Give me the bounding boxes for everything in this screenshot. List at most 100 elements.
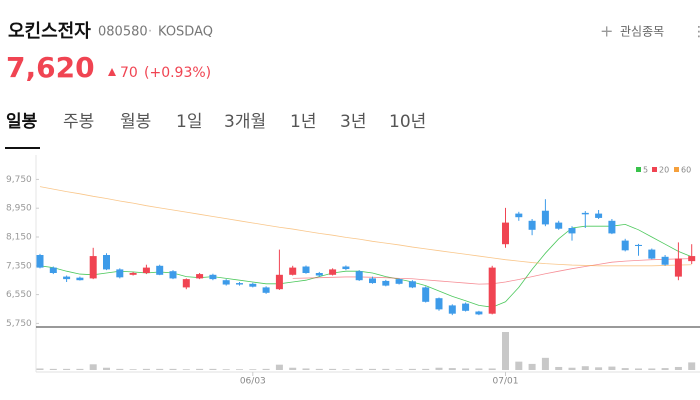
candle-body [209,274,217,280]
volume-bar [541,357,549,370]
volume-bar [369,368,376,370]
candle-body [182,279,190,288]
candle-body [315,273,323,276]
candle-body [89,256,97,279]
volume-bar [236,369,243,370]
volume-bar [156,368,164,370]
volume-bar [515,361,523,370]
volume-bar [249,369,257,370]
tab[interactable]: 주봉 [63,112,94,132]
candle-body [435,298,443,310]
chart: 5,750 6,550 7,350 8,150 8,950 9,750 06/03 07/01… [6,155,700,387]
candle-body [475,311,483,315]
legend-label: 60 [681,166,691,175]
candle-body [595,213,603,218]
volume-bar [222,369,230,370]
volume-bar [502,332,509,370]
candle-body [169,271,177,279]
candle-body [129,273,137,275]
x-tick-label: 07/01 [493,377,519,387]
volume-bar [488,368,496,370]
price: 7,620 [6,51,95,84]
candle-body [142,267,150,273]
tab[interactable]: 3개월 [224,112,266,132]
candle-body [462,303,470,311]
volume-bar [422,368,430,370]
tab[interactable]: 1년 [290,112,316,132]
volume-bar [63,368,71,370]
legend-label: 5 [643,166,648,175]
tab[interactable]: 일봉 [6,112,38,132]
candle-body [635,244,642,246]
y-tick-label: 6,550 [6,290,32,300]
y-tick-label: 5,750 [6,319,32,329]
volume-bar [342,369,350,370]
more-icon[interactable]: ⋮ [692,24,700,40]
candle-body [674,258,682,277]
candle-body [289,267,297,275]
volume-bar [89,364,97,370]
y-tick-label: 7,350 [6,261,32,271]
tab[interactable]: 1일 [176,112,202,132]
watch-button[interactable]: 관심종목 [620,25,664,39]
candle-body [541,210,549,225]
volume-bar [462,368,470,370]
change-pct: (+0.93%) [144,65,211,81]
candle-body [63,276,71,280]
volume-bar [621,368,629,370]
volume-bar [129,369,137,370]
candle-body [568,228,576,234]
candle-body [249,283,257,287]
candle-body [688,256,696,262]
y-tick-label: 8,950 [6,204,32,214]
tab[interactable]: 10년 [389,112,426,132]
candle-body [103,255,110,270]
candle-body [49,267,57,273]
ma-line [39,186,692,267]
candle-body [355,271,363,281]
candle-body [329,269,337,275]
add-icon[interactable]: + [600,22,613,41]
volume-bar [635,368,642,370]
volume-bar [581,366,589,370]
candle-body [236,283,243,285]
volume-bar [302,368,310,370]
legend-swatch [636,167,641,172]
candle-body [116,269,124,278]
volume-bar [608,366,616,370]
volume-bar [475,368,483,370]
y-tick-label: 8,150 [6,233,32,243]
candle-body [275,274,283,290]
candle-body [36,255,44,268]
x-tick-label: 06/03 [240,377,266,387]
separator-dot: · [148,25,152,40]
candle-body [342,266,350,270]
candle-body [222,280,230,285]
volume-bar [275,364,283,370]
up-arrow [108,68,116,76]
tab[interactable]: 월봉 [120,112,151,132]
stock-name: 오킨스전자 [8,21,91,42]
candle-body [196,274,204,279]
volume-bar [648,368,656,370]
candle-body [422,287,430,302]
y-tick-label: 9,750 [6,175,32,185]
volume-bar [595,367,603,370]
candle-body [156,265,164,275]
market: KOSDAQ [158,25,213,40]
candle-body [528,220,536,230]
stock-code: 080580 [98,25,148,40]
tab[interactable]: 3년 [340,112,366,132]
candle-body [369,278,376,284]
volume-bar [568,367,576,370]
change: 70 [120,65,138,81]
candle-body [302,266,310,273]
volume-bar [103,367,110,370]
volume-bar [382,368,390,370]
legend-swatch [674,167,679,172]
candle-body [488,267,496,314]
volume-bar [395,369,403,370]
candle-body [648,249,656,259]
